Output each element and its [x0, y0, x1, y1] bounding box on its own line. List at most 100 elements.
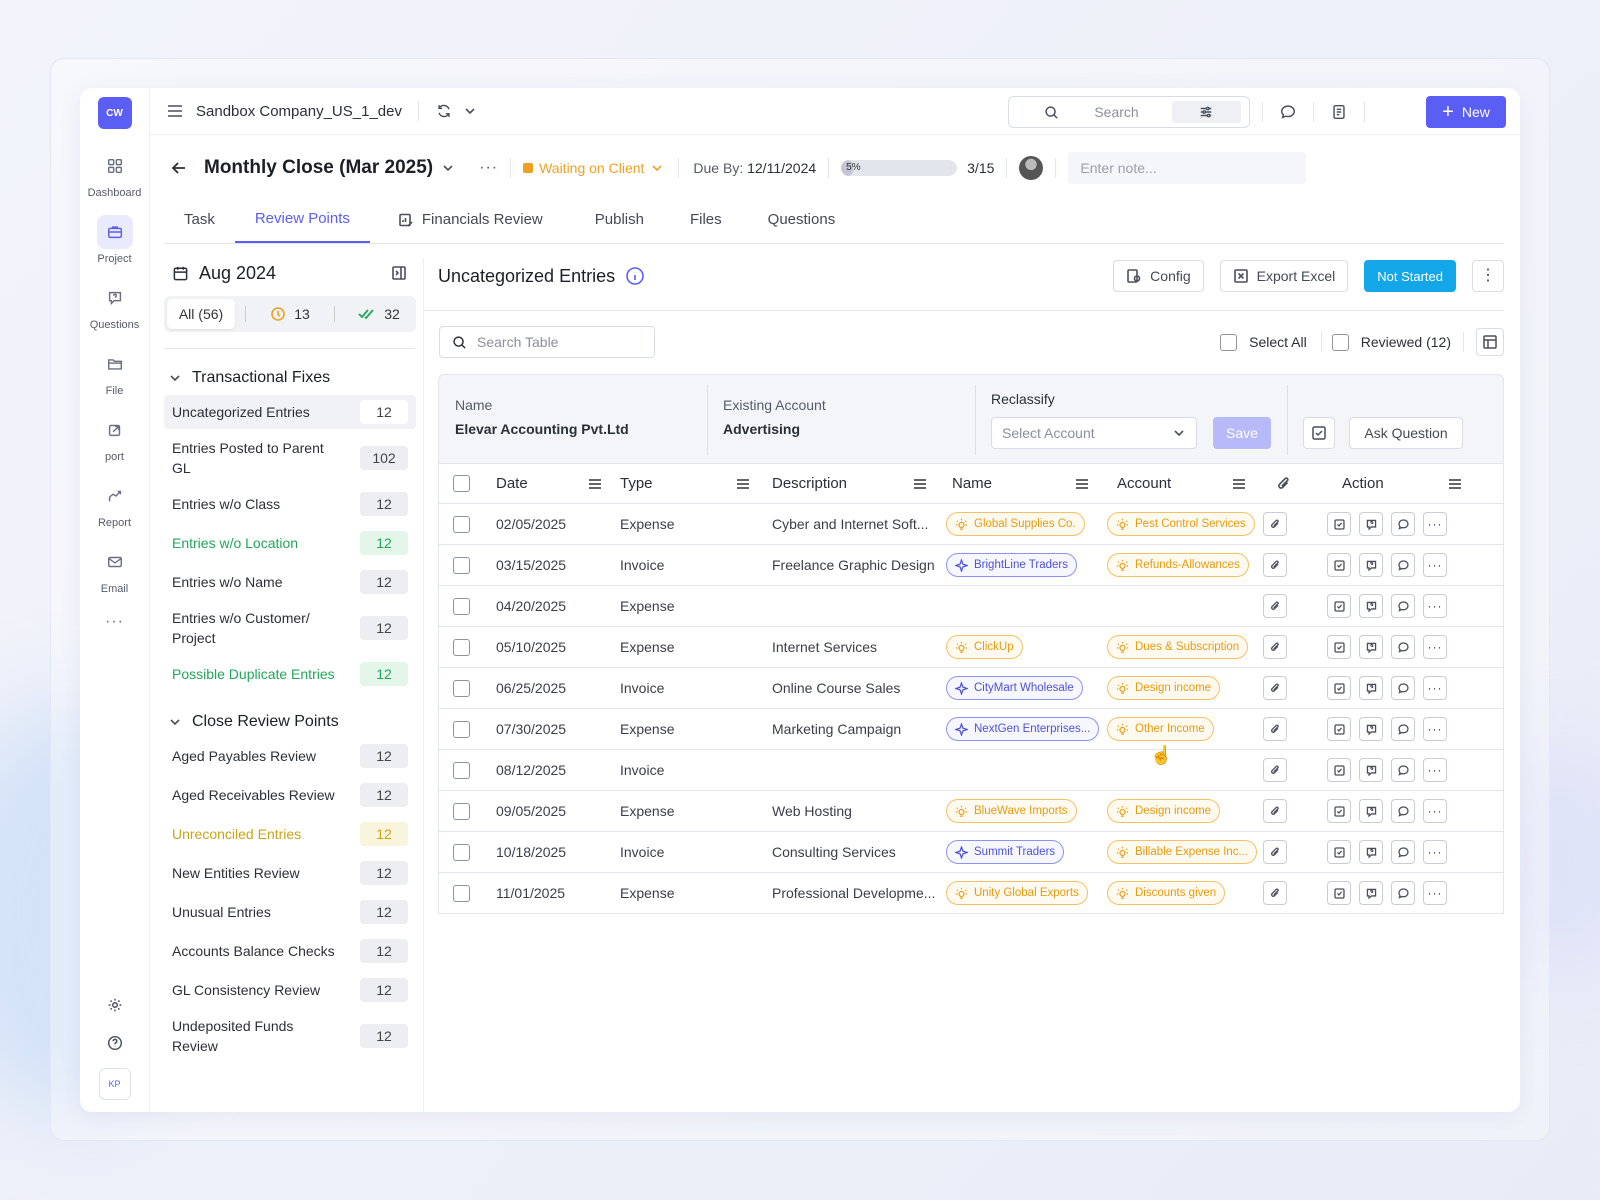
mark-reviewed-button[interactable]	[1327, 758, 1351, 782]
account-chip[interactable]: Design income	[1107, 799, 1221, 823]
mark-reviewed-button[interactable]	[1327, 594, 1351, 618]
column-type[interactable]: Type	[620, 475, 653, 492]
table-search-input[interactable]: Search Table	[439, 326, 655, 358]
filter-sliders-icon[interactable]	[1171, 101, 1241, 123]
column-date[interactable]: Date	[496, 475, 528, 492]
review-point-item[interactable]: Entries Posted to Parent GL 102	[164, 434, 416, 482]
mark-reviewed-button[interactable]	[1327, 512, 1351, 536]
save-button[interactable]: Save	[1213, 417, 1271, 449]
row-checkbox[interactable]	[453, 515, 470, 533]
column-menu-icon[interactable]	[1233, 478, 1245, 489]
attach-button[interactable]	[1263, 758, 1287, 782]
tab-financials-review[interactable]: Financials Review	[378, 196, 563, 243]
info-icon[interactable]	[625, 266, 645, 286]
export-excel-button[interactable]: Export Excel	[1219, 260, 1349, 292]
row-more-button[interactable]: ···	[1423, 840, 1447, 864]
account-chip[interactable]: Billable Expense Inc...	[1107, 840, 1258, 864]
row-checkbox[interactable]	[453, 761, 470, 779]
column-account[interactable]: Account	[1117, 475, 1172, 492]
chevron-down-icon[interactable]	[441, 161, 455, 175]
comment-button[interactable]	[1391, 840, 1415, 864]
table-row[interactable]: 09/05/2025 Expense Web Hosting BlueWave Imp…	[439, 790, 1503, 831]
rail-item-port[interactable]: port	[80, 413, 150, 463]
mark-reviewed-button[interactable]	[1327, 840, 1351, 864]
row-checkbox[interactable]	[453, 597, 470, 615]
more-icon[interactable]: ···	[105, 613, 124, 630]
name-chip[interactable]: BrightLine Traders	[946, 553, 1077, 577]
tab-files[interactable]: Files	[670, 196, 742, 243]
column-description[interactable]: Description	[772, 475, 848, 492]
document-icon[interactable]	[1330, 103, 1348, 121]
row-more-button[interactable]: ···	[1423, 635, 1447, 659]
comment-button[interactable]	[1391, 594, 1415, 618]
account-chip[interactable]: Pest Control Services	[1107, 512, 1255, 536]
review-point-item[interactable]: GL Consistency Review 12	[164, 973, 416, 1007]
ask-question-button[interactable]	[1359, 881, 1383, 905]
row-checkbox[interactable]	[453, 638, 470, 656]
note-input[interactable]: Enter note...	[1068, 152, 1307, 184]
review-point-item[interactable]: Possible Duplicate Entries 12	[164, 657, 416, 691]
column-name[interactable]: Name	[952, 475, 993, 492]
review-point-item[interactable]: Aged Payables Review 12	[164, 739, 416, 773]
comment-button[interactable]	[1391, 717, 1415, 741]
ask-question-button[interactable]	[1359, 758, 1383, 782]
project-title[interactable]: Monthly Close (Mar 2025)	[204, 157, 434, 178]
comment-button[interactable]	[1391, 553, 1415, 577]
mark-reviewed-button[interactable]	[1327, 799, 1351, 823]
calendar-icon[interactable]	[172, 265, 189, 282]
review-point-item[interactable]: Undeposited Funds Review 12	[164, 1012, 416, 1060]
more-options-icon[interactable]: ···	[479, 159, 499, 176]
review-point-item[interactable]: Entries w/o Name 12	[164, 565, 416, 599]
attach-button[interactable]	[1263, 512, 1287, 536]
review-point-item[interactable]: Unreconciled Entries 12	[164, 817, 416, 851]
mark-reviewed-button[interactable]	[1327, 676, 1351, 700]
ask-question-button[interactable]	[1359, 717, 1383, 741]
group-transactional-fixes[interactable]: Transactional Fixes	[164, 367, 423, 389]
mark-reviewed-button[interactable]	[1327, 635, 1351, 659]
row-checkbox[interactable]	[453, 802, 470, 820]
attach-button[interactable]	[1263, 676, 1287, 700]
row-checkbox[interactable]	[453, 884, 470, 902]
mark-reviewed-button[interactable]	[1327, 881, 1351, 905]
status-dropdown[interactable]: Waiting on Client	[523, 160, 664, 176]
column-menu-icon[interactable]	[1449, 478, 1461, 489]
header-checkbox[interactable]	[453, 475, 470, 492]
rail-item-dashboard[interactable]: Dashboard	[80, 149, 150, 199]
review-point-item[interactable]: Entries w/o Customer/ Project 12	[164, 604, 416, 652]
column-layout-button[interactable]	[1476, 328, 1504, 356]
name-chip[interactable]: Unity Global Exports	[946, 881, 1088, 905]
new-button[interactable]: + New	[1426, 96, 1506, 128]
column-menu-icon[interactable]	[589, 478, 601, 489]
rail-item-file[interactable]: File	[80, 347, 150, 397]
select-all-checkbox[interactable]	[1220, 333, 1238, 351]
ask-question-button[interactable]	[1359, 676, 1383, 700]
ask-question-button[interactable]	[1359, 799, 1383, 823]
rail-item-questions[interactable]: Questions	[80, 281, 150, 331]
table-row[interactable]: 05/10/2025 Expense Internet Services ClickU…	[439, 626, 1503, 667]
help-icon[interactable]	[106, 1034, 124, 1052]
account-chip[interactable]: Dues & Subscription	[1107, 635, 1249, 659]
review-point-item[interactable]: Uncategorized Entries 12	[164, 395, 416, 429]
table-row[interactable]: 08/12/2025 Invoice ···	[439, 749, 1503, 790]
global-search-input[interactable]: Search	[1008, 96, 1250, 128]
name-chip[interactable]: Global Supplies Co.	[946, 512, 1085, 536]
attach-button[interactable]	[1263, 717, 1287, 741]
tab-publish[interactable]: Publish	[575, 196, 664, 243]
row-checkbox[interactable]	[453, 556, 470, 574]
collapse-panel-icon[interactable]	[391, 265, 407, 281]
review-point-item[interactable]: Entries w/o Class 12	[164, 487, 416, 521]
ask-question-button[interactable]	[1359, 840, 1383, 864]
tab-questions[interactable]: Questions	[748, 196, 856, 243]
review-point-item[interactable]: Accounts Balance Checks 12	[164, 934, 416, 968]
chevron-down-icon[interactable]	[463, 104, 477, 118]
assignee-avatar[interactable]	[1019, 156, 1044, 180]
attach-button[interactable]	[1263, 594, 1287, 618]
tab-task[interactable]: Task	[164, 196, 235, 243]
row-checkbox[interactable]	[453, 843, 470, 861]
user-avatar[interactable]: KP	[98, 1068, 131, 1100]
comment-button[interactable]	[1391, 512, 1415, 536]
select-account-dropdown[interactable]: Select Account	[991, 417, 1197, 449]
company-logo[interactable]: CW	[97, 97, 132, 129]
filter-all[interactable]: All (56)	[167, 299, 236, 329]
ask-question-button[interactable]	[1359, 594, 1383, 618]
